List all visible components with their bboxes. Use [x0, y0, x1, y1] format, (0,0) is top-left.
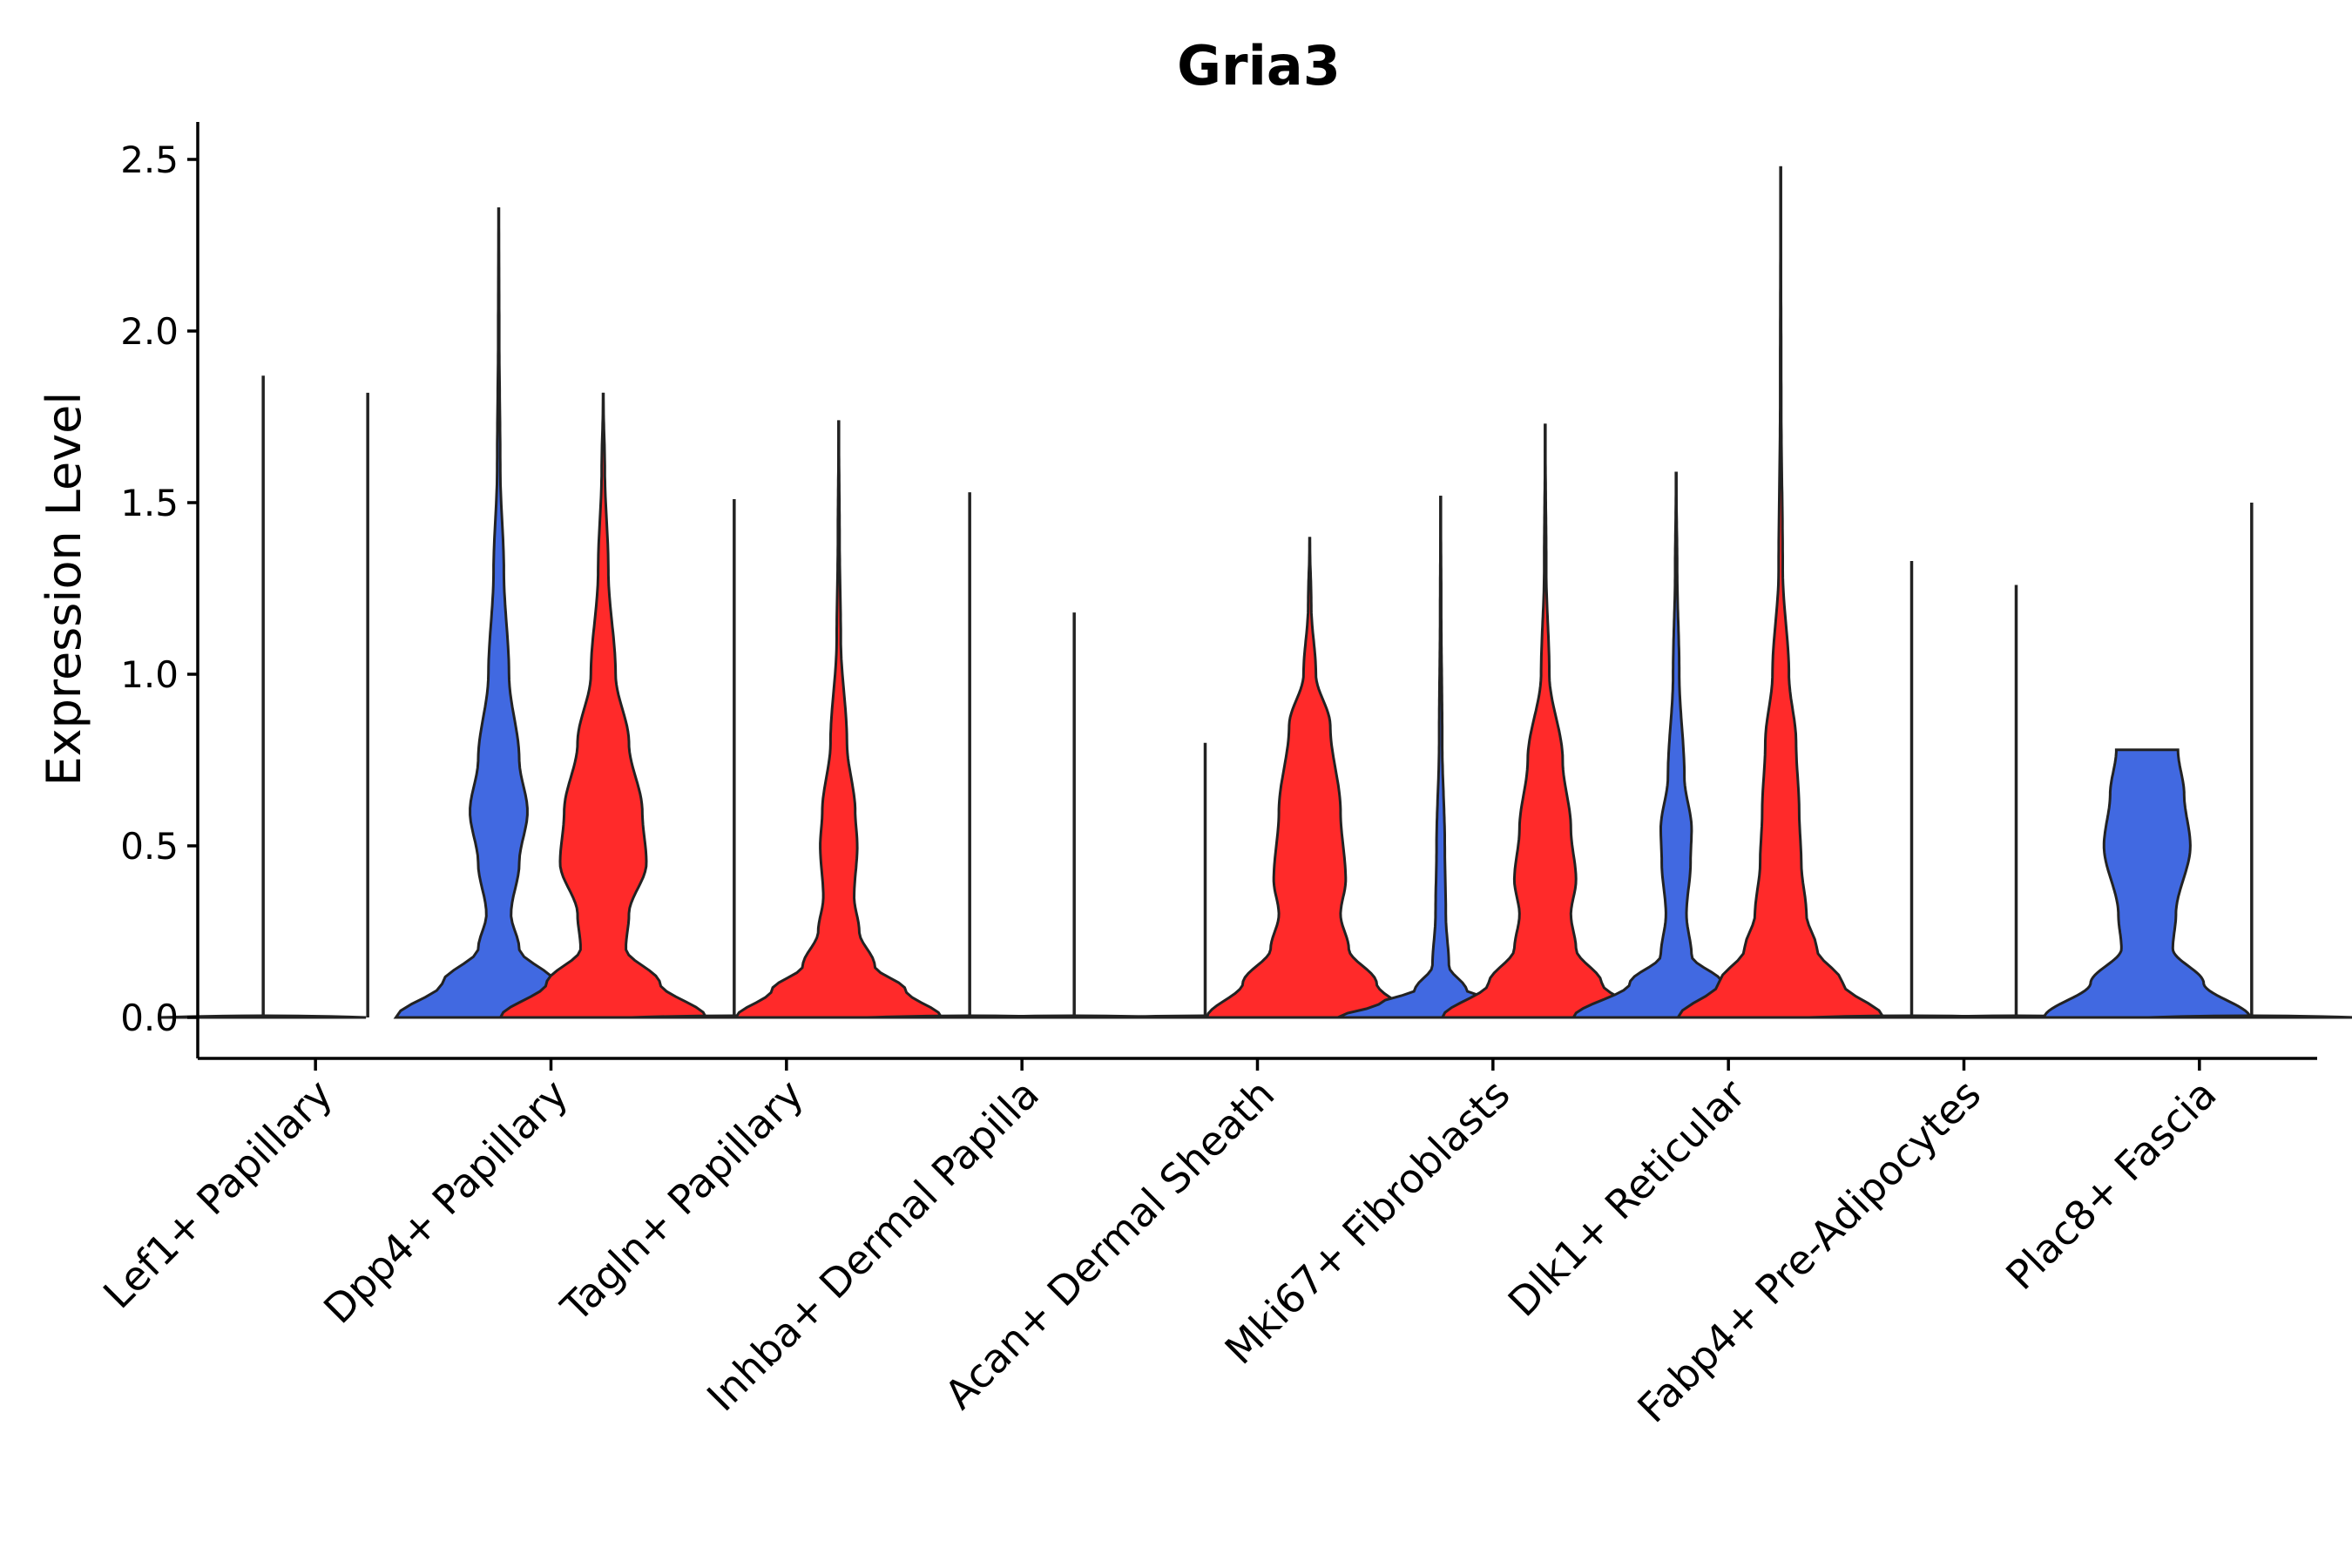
violin-group2	[1205, 537, 1415, 1019]
violin-group1	[393, 207, 605, 1019]
x-tick-label: Lef1+ Papillary	[94, 1071, 341, 1318]
violin-group2	[1675, 166, 1886, 1019]
x-tick-label: Tagln+ Papillary	[551, 1071, 813, 1332]
violin-group2	[1440, 423, 1651, 1019]
y-tick-label: 0.5	[120, 825, 179, 868]
violin-group1	[1571, 471, 1781, 1019]
violin-group2	[497, 392, 709, 1019]
x-tick-label: Plac8+ Fascia	[1997, 1071, 2225, 1299]
y-tick-label: 2.5	[120, 139, 179, 181]
y-axis-label: Expression Level	[37, 392, 91, 787]
chart-title: Gria3	[1177, 34, 1341, 98]
violin-group2	[733, 420, 944, 1019]
plot-area	[160, 166, 2352, 1019]
y-axis: 0.0 0.5 1.0 1.5 2.0 2.5	[120, 122, 199, 1058]
y-tick-label: 2.0	[120, 310, 179, 353]
violin-group1	[1337, 496, 1544, 1019]
y-tick-label: 1.5	[120, 482, 179, 524]
x-tick-label: Dlk1+ Reticular	[1499, 1071, 1754, 1326]
y-tick-label: 0.0	[120, 997, 179, 1039]
y-tick-label: 1.0	[120, 653, 179, 696]
x-tick-label: Dpp4+ Papillary	[314, 1071, 577, 1333]
violin-flat-group2	[2148, 1014, 2352, 1019]
violin-group1	[2042, 748, 2252, 1019]
